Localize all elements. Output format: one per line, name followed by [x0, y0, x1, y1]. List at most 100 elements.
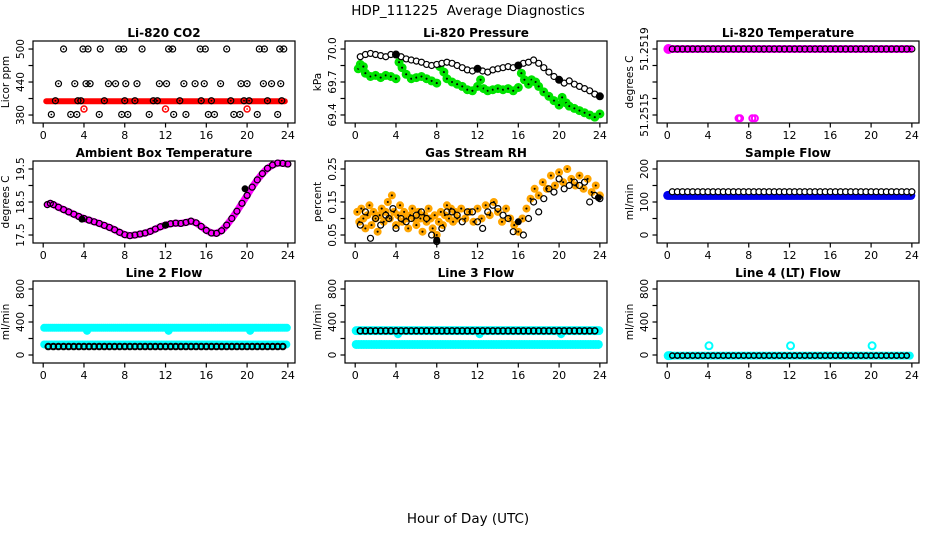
marker — [240, 97, 248, 105]
marker-dot — [124, 82, 127, 85]
marker — [217, 227, 226, 235]
marker — [255, 45, 263, 53]
marker — [197, 222, 205, 231]
marker — [233, 207, 241, 215]
marker — [243, 105, 251, 113]
marker — [529, 56, 538, 64]
marker-dot — [248, 99, 251, 102]
panel-gas-stream-rh: Gas Stream RH percent 0 4 8 12 16 20 24 0.05 0.15 0… — [312, 148, 608, 262]
marker — [898, 45, 906, 53]
marker — [115, 45, 123, 53]
marker — [210, 110, 219, 119]
marker — [133, 80, 141, 88]
marker-dot — [386, 200, 389, 204]
marker — [448, 327, 456, 335]
x-tick-label: 12 — [471, 249, 485, 262]
marker — [458, 327, 466, 335]
marker — [729, 45, 738, 53]
x-tick-label: 8 — [433, 249, 440, 262]
marker — [236, 110, 244, 119]
marker — [155, 80, 164, 88]
marker-dot — [185, 113, 187, 116]
marker — [801, 45, 809, 53]
marker — [227, 97, 235, 105]
marker — [555, 175, 563, 183]
y-tick-label: 0 — [639, 232, 651, 239]
marker — [402, 218, 410, 226]
marker-dot — [280, 99, 283, 102]
panel-line-2-flow: Line 2 Flow ml/min 0 4 8 12 16 20 24 0 400 800 — [0, 268, 296, 382]
x-tick-label: 4 — [392, 129, 399, 142]
marker — [586, 87, 594, 95]
marker-dot — [85, 82, 87, 85]
y-tick-label: 400 — [327, 312, 339, 332]
marker — [54, 80, 63, 88]
marker-dot — [122, 48, 125, 50]
marker-dot — [537, 85, 540, 88]
marker — [524, 327, 533, 335]
marker-dot — [246, 108, 248, 110]
marker-dot — [419, 217, 422, 220]
marker-dot — [513, 224, 516, 227]
marker — [785, 45, 794, 53]
x-tick-label: 24 — [281, 369, 295, 382]
marker — [580, 178, 589, 186]
marker-dot — [542, 90, 545, 93]
marker-dot — [582, 187, 585, 190]
marker — [182, 110, 190, 119]
marker — [377, 221, 385, 229]
marker — [524, 214, 533, 223]
marker — [191, 80, 199, 88]
marker — [668, 45, 676, 53]
marker — [535, 59, 543, 67]
marker-dot — [401, 66, 404, 69]
marker — [535, 208, 543, 216]
marker — [765, 45, 773, 53]
marker — [740, 45, 748, 53]
marker — [77, 97, 85, 105]
series-box-temp-solid — [78, 185, 249, 229]
marker — [545, 185, 553, 193]
x-tick-label: 20 — [864, 369, 878, 382]
marker — [131, 231, 139, 239]
marker — [877, 45, 885, 53]
marker — [519, 327, 528, 335]
x-tick-label: 12 — [159, 129, 173, 142]
marker-dot — [362, 217, 365, 220]
x-tick-label: 4 — [704, 369, 711, 382]
marker — [427, 327, 436, 335]
marker — [51, 97, 60, 105]
x-tick-label: 12 — [783, 369, 797, 382]
marker — [428, 231, 436, 239]
x-tick-label: 24 — [905, 129, 919, 142]
series-co2-red-markers — [80, 105, 251, 113]
marker — [422, 214, 431, 223]
marker-dot — [461, 85, 464, 88]
marker — [540, 64, 548, 72]
marker — [200, 80, 208, 88]
x-tick-label: 8 — [121, 129, 128, 142]
marker — [565, 181, 573, 190]
x-tick-label: 4 — [704, 249, 711, 262]
marker — [786, 341, 796, 351]
plot-box — [656, 280, 920, 364]
marker — [153, 97, 161, 105]
y-axis-title: ml/min — [624, 184, 636, 220]
marker — [80, 105, 88, 113]
marker — [565, 327, 574, 335]
marker-dot — [533, 187, 536, 190]
marker — [540, 195, 548, 203]
marker — [750, 114, 759, 123]
marker — [867, 341, 877, 351]
x-tick-label: 16 — [823, 129, 837, 142]
marker-dot — [372, 210, 375, 213]
x-tick-label: 16 — [199, 129, 213, 142]
marker — [555, 327, 563, 335]
marker-dot — [501, 88, 505, 91]
series-temp-circles — [668, 45, 916, 53]
marker-dot — [171, 48, 174, 50]
plot-box — [656, 160, 920, 244]
marker-dot — [480, 217, 483, 220]
marker-dot — [420, 75, 423, 78]
marker — [376, 327, 385, 335]
